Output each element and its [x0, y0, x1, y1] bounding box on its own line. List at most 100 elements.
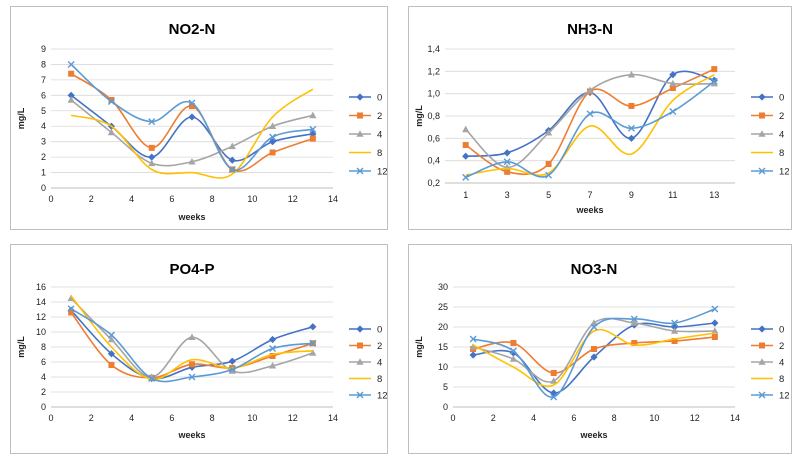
data-point — [148, 118, 156, 126]
chart-panel-no3n: NO3-N 0 5 10 15 20 25 30 0 2 4 6 8 10 12 14 weeks mg/L 0 2 4… — [408, 244, 792, 454]
y-tick-label: 10 — [36, 327, 46, 337]
x-tick-label: 12 — [690, 413, 700, 423]
series-4 — [67, 96, 317, 167]
data-point — [67, 60, 75, 68]
data-point — [108, 362, 115, 368]
x-axis-label: weeks — [177, 430, 205, 440]
data-point — [269, 149, 276, 156]
legend-entry-0: 0 — [349, 93, 382, 104]
x-tick-label: 9 — [629, 190, 634, 200]
y-tick-label: 1,2 — [427, 66, 440, 76]
x-tick-label: 1 — [463, 190, 468, 200]
data-point — [669, 85, 676, 92]
x-tick-label: 6 — [169, 413, 174, 423]
data-point — [269, 133, 277, 141]
data-point — [67, 305, 75, 313]
series-4 — [469, 317, 719, 384]
gridlines — [453, 286, 735, 388]
data-point — [68, 309, 75, 316]
chart-title: NO2-N — [169, 21, 216, 38]
x-tick-label: 2 — [491, 413, 496, 423]
legend-label: 12 — [779, 391, 790, 402]
data-point — [509, 349, 518, 357]
series-12 — [67, 60, 317, 173]
data-point — [309, 125, 317, 133]
data-point — [711, 334, 718, 340]
x-tick-label: 6 — [571, 413, 576, 423]
data-point — [462, 125, 470, 133]
data-point — [510, 340, 517, 346]
y-tick-label: 3 — [41, 137, 46, 147]
legend-label: 8 — [377, 374, 382, 385]
legend-label: 0 — [779, 93, 784, 104]
x-tick-label: 2 — [89, 413, 94, 423]
data-point — [268, 138, 277, 146]
y-tick-label: 8 — [41, 342, 46, 352]
data-point — [462, 142, 469, 149]
x-tick-label: 14 — [730, 413, 740, 423]
legend-marker — [759, 112, 765, 119]
data-point — [309, 339, 317, 347]
legend-entry-8: 8 — [349, 148, 382, 159]
series-0 — [469, 319, 719, 397]
legend-marker — [356, 358, 364, 365]
legend-entry-2: 2 — [751, 111, 784, 122]
y-axis-label: mg/L — [16, 336, 26, 358]
data-point — [462, 173, 470, 181]
x-tick-label: 4 — [129, 413, 134, 423]
x-tick-label: 12 — [288, 194, 298, 204]
legend-entry-8: 8 — [751, 148, 784, 159]
series-8 — [70, 295, 313, 381]
data-point — [188, 373, 196, 381]
data-point — [630, 319, 638, 326]
legend-label: 4 — [779, 130, 784, 141]
data-point — [462, 152, 470, 160]
chart-title: NO3-N — [571, 261, 618, 278]
x-tick-label: 11 — [668, 190, 677, 200]
data-point — [107, 128, 116, 136]
chart-no3n: NO3-N 0 5 10 15 20 25 30 0 2 4 6 8 10 12 14 weeks mg/L 0 2 4… — [414, 261, 790, 440]
series-8 — [472, 328, 716, 388]
y-tick-label: 15 — [438, 342, 448, 352]
legend-marker — [356, 325, 364, 333]
x-axis-label: weeks — [575, 205, 603, 215]
data-point — [669, 79, 677, 87]
legend-marker — [356, 130, 364, 137]
data-point — [148, 153, 156, 161]
legend-entry-8: 8 — [349, 374, 382, 385]
data-point — [631, 340, 638, 346]
y-tick-label: 5 — [41, 106, 46, 116]
data-point — [469, 335, 477, 343]
data-point — [671, 338, 678, 344]
data-point — [710, 77, 718, 85]
data-point — [671, 319, 679, 327]
data-point — [188, 99, 196, 107]
legend-label: 4 — [377, 130, 382, 141]
y-tick-label: 0 — [41, 183, 46, 193]
series-12 — [67, 305, 317, 383]
legend-entry-2: 2 — [349, 341, 382, 352]
data-point — [228, 142, 236, 150]
data-point — [630, 315, 638, 323]
data-point — [503, 158, 511, 166]
legend-entry-8: 8 — [751, 374, 784, 385]
y-tick-label: 0,6 — [427, 133, 440, 143]
data-point — [590, 323, 598, 331]
legend-label: 2 — [377, 341, 382, 352]
data-point — [189, 361, 195, 368]
legend-entry-4: 4 — [751, 358, 784, 369]
data-point — [469, 351, 477, 359]
series-line — [70, 88, 314, 179]
y-axis-label: mg/L — [414, 336, 424, 358]
legend-label: 0 — [779, 325, 784, 336]
y-tick-label: 6 — [41, 357, 46, 367]
y-tick-label: 1,4 — [427, 44, 440, 54]
data-point — [711, 305, 719, 313]
data-point — [68, 70, 75, 77]
legend-label: 2 — [377, 111, 382, 122]
y-tick-label: 10 — [438, 362, 448, 372]
data-point — [544, 128, 553, 136]
y-tick-label: 0,8 — [427, 111, 440, 121]
x-tick-label: 8 — [612, 413, 617, 423]
